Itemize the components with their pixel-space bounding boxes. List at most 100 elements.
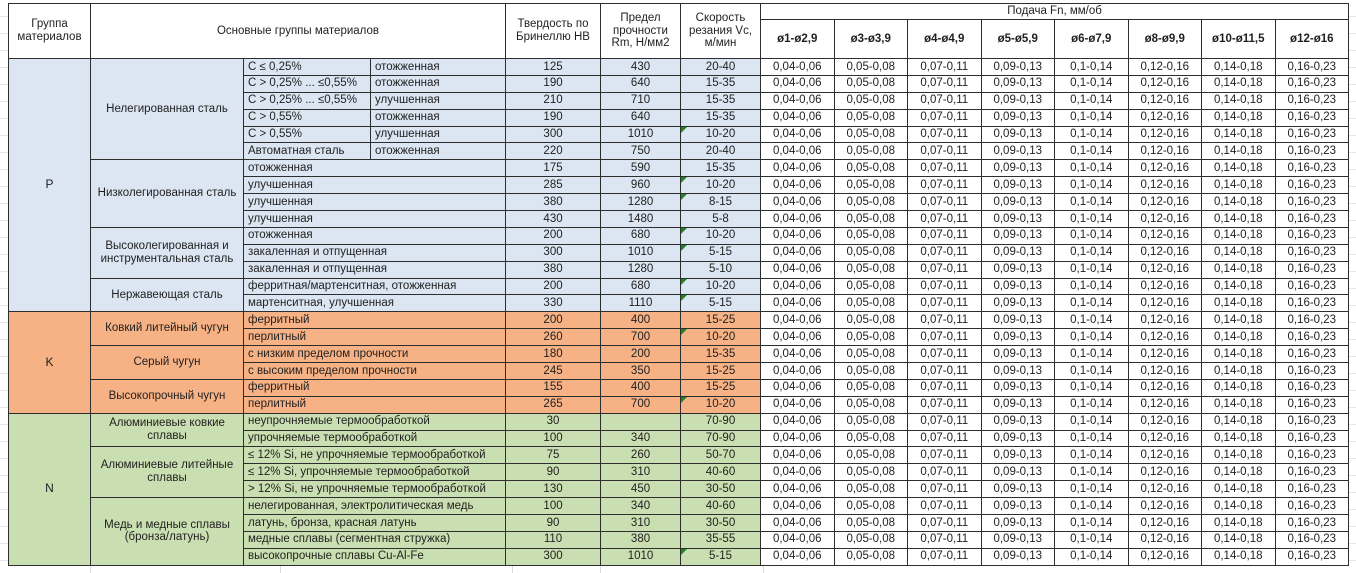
- strength-cell: 400: [600, 311, 682, 330]
- feed-cell: 0,16-0,23: [1274, 362, 1350, 380]
- material-group-cell: Алюминиевые литейные сплавы: [90, 446, 244, 499]
- table-row: ≤ 12% Si, упрочняемые термообработкой 90 3…: [9, 463, 1350, 482]
- feed-cell: 0,12-0,16: [1127, 429, 1203, 448]
- hardness-cell: 180: [505, 345, 602, 364]
- feed-cell: 0,16-0,23: [1274, 142, 1350, 161]
- feed-cell: 0,05-0,08: [833, 547, 909, 566]
- feed-cell: 0,1-0,14: [1054, 91, 1129, 110]
- group-code-cell: K: [8, 311, 91, 414]
- feed-cell: 0,04-0,06: [760, 159, 835, 178]
- feed-cell: 0,16-0,23: [1274, 345, 1350, 364]
- strength-cell: 1010: [600, 547, 682, 566]
- feed-cell: 0,07-0,11: [907, 547, 982, 566]
- material-spec-cell: C > 0,55%: [243, 125, 371, 144]
- feed-cell: 0,12-0,16: [1127, 497, 1203, 516]
- material-group-cell: Нелегированная сталь: [90, 57, 244, 161]
- feed-cell: 0,16-0,23: [1274, 530, 1350, 549]
- feed-cell: 0,14-0,18: [1201, 193, 1276, 212]
- strength-cell: 640: [600, 108, 682, 127]
- feed-cell: 0,1-0,14: [1054, 243, 1129, 262]
- material-spec-cell: Автоматная сталь: [243, 142, 371, 161]
- material-spec-cell: улучшенная: [242, 210, 507, 228]
- feed-cell: 0,09-0,13: [980, 277, 1056, 296]
- strength-cell: 380: [600, 530, 682, 549]
- feed-cell: 0,14-0,18: [1201, 210, 1276, 228]
- error-marker-icon: [681, 177, 688, 184]
- table-row: с высоким пределом прочности 245 350 15-25 0…: [9, 362, 1350, 380]
- error-marker-icon: [681, 127, 688, 133]
- feed-cell: 0,1-0,14: [1054, 142, 1129, 161]
- feed-cell: 0,07-0,11: [907, 74, 982, 93]
- hardness-cell: 100: [505, 497, 602, 516]
- feed-cell: 0,09-0,13: [980, 193, 1056, 212]
- feed-cell: 0,04-0,06: [760, 378, 835, 397]
- error-marker-icon: [681, 329, 688, 336]
- table-row: C > 0,25% ... ≤0,55% отожженная 190 640 15-3…: [9, 74, 1350, 93]
- material-group-cell: Серый чугун: [90, 345, 244, 380]
- hardness-cell: 245: [505, 362, 602, 380]
- feed-cell: 0,14-0,18: [1201, 311, 1276, 330]
- feed-cell: 0,12-0,16: [1127, 463, 1203, 482]
- feed-cell: 0,04-0,06: [760, 226, 835, 245]
- feed-cell: 0,07-0,11: [907, 378, 982, 397]
- material-spec-cell: нелегированная, электролитическая медь: [242, 497, 507, 516]
- feed-cell: 0,12-0,16: [1127, 378, 1203, 397]
- feed-cell: 0,12-0,16: [1127, 530, 1203, 549]
- feed-cell: 0,09-0,13: [980, 463, 1056, 482]
- error-marker-icon: [681, 194, 688, 201]
- feed-cell: 0,14-0,18: [1201, 176, 1276, 195]
- material-spec-cell: с низким пределом прочности: [242, 345, 507, 364]
- feed-cell: 0,12-0,16: [1127, 125, 1203, 144]
- feed-cell: 0,04-0,06: [760, 395, 835, 414]
- error-marker-icon: [681, 295, 688, 302]
- feed-cell: 0,14-0,18: [1201, 58, 1276, 76]
- material-spec-cell: ферритный: [242, 311, 507, 330]
- gridline: [600, 564, 601, 573]
- feed-cell: 0,1-0,14: [1054, 193, 1129, 212]
- feed-cell: 0,07-0,11: [907, 226, 982, 245]
- material-spec-cell: перлитный: [242, 328, 507, 347]
- hardness-cell: 260: [505, 328, 602, 347]
- col-header-diameter: ø3-ø3,9: [833, 19, 909, 59]
- feed-cell: 0,05-0,08: [833, 328, 909, 347]
- feed-cell: 0,16-0,23: [1274, 74, 1350, 93]
- table-row: Высокопрочный чугун ферритный 155 400 15-25 0…: [9, 378, 1350, 414]
- feed-cell: 0,09-0,13: [980, 514, 1056, 532]
- col-header-diameter: ø12-ø16: [1274, 19, 1350, 59]
- feed-cell: 0,05-0,08: [833, 277, 909, 296]
- material-spec-cell: перлитный: [242, 395, 507, 414]
- feed-cell: 0,1-0,14: [1054, 547, 1129, 566]
- table-row: улучшенная 430 1480 5-8 0,04-0,06 0,05-0,08 0,…: [9, 210, 1350, 228]
- col-header-feed-title: Подача Fn, мм/об: [760, 3, 1350, 20]
- table-row: C > 0,25% ... ≤0,55% улучшенная 210 710 15-3…: [9, 91, 1350, 110]
- feed-cell: 0,12-0,16: [1127, 74, 1203, 93]
- group-code-cell: N: [8, 412, 91, 566]
- material-spec-cell: отожженная: [242, 226, 507, 245]
- table-row: Автоматная сталь отожженная 220 750 20-40 0,0…: [9, 142, 1350, 161]
- feed-cell: 0,16-0,23: [1274, 226, 1350, 245]
- feed-cell: 0,1-0,14: [1054, 125, 1129, 144]
- feed-cell: 0,04-0,06: [760, 311, 835, 330]
- hardness-cell: 330: [505, 294, 602, 313]
- treatment-cell: улучшенная: [369, 91, 507, 110]
- feed-cell: 0,07-0,11: [907, 311, 982, 330]
- feed-cell: 0,09-0,13: [980, 226, 1056, 245]
- error-marker-icon: [681, 228, 688, 234]
- feed-cell: 0,05-0,08: [833, 530, 909, 549]
- col-header-cutting-speed: Скорость резания Vc, м/мин: [680, 3, 762, 59]
- col-header-material-group: Группа материалов: [8, 3, 91, 59]
- feed-cell: 0,05-0,08: [833, 412, 909, 431]
- strength-cell: 1010: [600, 243, 682, 262]
- feed-cell: 0,05-0,08: [833, 210, 909, 228]
- strength-cell: 1280: [600, 260, 682, 279]
- feed-cell: 0,04-0,06: [760, 328, 835, 347]
- feed-cell: 0,04-0,06: [760, 108, 835, 127]
- col-header-main-groups: Основные группы материалов: [89, 3, 507, 59]
- feed-cell: 0,07-0,11: [907, 530, 982, 549]
- feed-cell: 0,05-0,08: [833, 480, 909, 499]
- feed-cell: 0,04-0,06: [760, 294, 835, 313]
- strength-cell: 310: [600, 514, 682, 532]
- speed-cell: 10-20: [680, 395, 762, 414]
- strength-cell: 260: [600, 446, 682, 465]
- speed-cell: 15-25: [680, 311, 762, 330]
